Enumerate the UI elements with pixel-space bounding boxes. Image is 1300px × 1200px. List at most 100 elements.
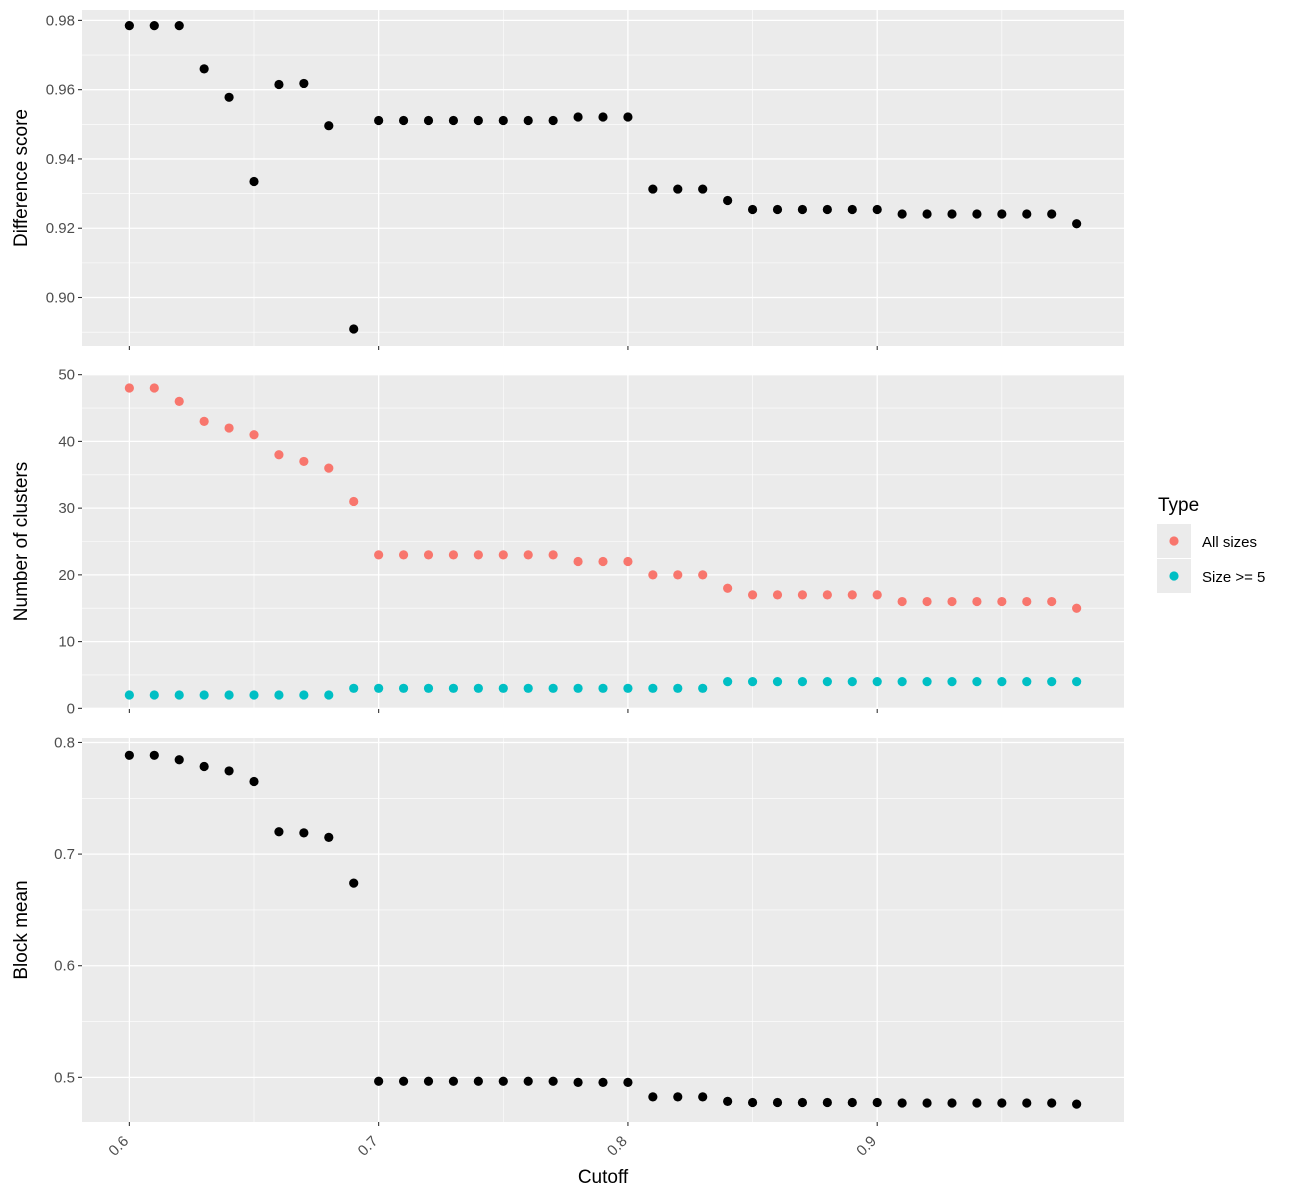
data-point bbox=[1047, 596, 1057, 607]
data-point bbox=[274, 450, 284, 460]
data-point bbox=[349, 878, 359, 888]
data-point bbox=[374, 550, 384, 560]
data-point bbox=[224, 690, 234, 700]
data-point bbox=[698, 1092, 708, 1102]
data-point bbox=[797, 677, 808, 687]
data-point bbox=[822, 1097, 832, 1108]
data-point bbox=[249, 776, 259, 787]
y-tick-label: 0.98 bbox=[46, 12, 75, 29]
data-point bbox=[473, 550, 483, 560]
data-point bbox=[847, 590, 857, 600]
data-point bbox=[872, 590, 882, 600]
data-point bbox=[299, 456, 309, 467]
data-point bbox=[224, 766, 234, 776]
series-points bbox=[124, 750, 1082, 1109]
panel-number-of-clusters: 0 10 20 30 40 50 Number of clusters bbox=[11, 367, 1124, 717]
series-size-5 bbox=[124, 677, 1082, 700]
data-point bbox=[174, 690, 184, 700]
x-tick-label: 0.8 bbox=[604, 1133, 631, 1160]
data-point bbox=[498, 115, 508, 126]
data-point bbox=[897, 596, 907, 607]
data-point bbox=[573, 112, 583, 122]
data-point bbox=[922, 677, 932, 687]
y-axis-title: Number of clusters bbox=[11, 462, 32, 621]
y-tick-label: 0.5 bbox=[54, 1069, 75, 1086]
data-point bbox=[448, 115, 459, 126]
y-tick-label: 30 bbox=[58, 500, 75, 517]
data-point bbox=[274, 827, 284, 837]
data-point bbox=[423, 115, 434, 126]
legend-title: Type bbox=[1158, 495, 1199, 516]
data-point bbox=[249, 176, 259, 187]
data-point bbox=[997, 209, 1007, 219]
data-point bbox=[997, 596, 1007, 607]
data-point bbox=[747, 677, 758, 687]
data-point bbox=[797, 1097, 808, 1108]
data-point bbox=[199, 761, 209, 772]
data-point bbox=[324, 121, 334, 131]
data-point bbox=[523, 683, 533, 693]
data-point bbox=[149, 383, 159, 393]
data-point bbox=[548, 1076, 558, 1086]
data-point bbox=[747, 590, 758, 600]
data-point bbox=[772, 590, 783, 600]
data-point bbox=[997, 677, 1007, 687]
data-point bbox=[149, 20, 159, 31]
data-point bbox=[872, 677, 882, 687]
data-point bbox=[374, 683, 384, 693]
data-point bbox=[1072, 603, 1082, 613]
data-point bbox=[772, 677, 783, 687]
data-point bbox=[922, 209, 932, 219]
data-point bbox=[398, 1076, 409, 1086]
data-point bbox=[149, 690, 159, 700]
y-tick-label: 0.8 bbox=[54, 734, 75, 751]
data-point bbox=[872, 1097, 882, 1108]
data-point bbox=[872, 204, 882, 215]
data-point bbox=[698, 184, 708, 194]
data-point bbox=[324, 690, 334, 700]
data-point bbox=[897, 1098, 907, 1108]
data-point bbox=[473, 1076, 483, 1086]
legend-label-size-ge-5: Size >= 5 bbox=[1202, 569, 1265, 586]
data-point bbox=[772, 204, 783, 215]
data-point bbox=[548, 550, 558, 560]
x-tick-label: 0.7 bbox=[355, 1133, 382, 1160]
data-point bbox=[199, 64, 209, 74]
y-tick-label: 0.92 bbox=[46, 220, 75, 237]
data-point bbox=[573, 556, 583, 567]
data-point bbox=[797, 590, 808, 600]
data-point bbox=[723, 195, 733, 206]
data-point bbox=[623, 1077, 633, 1087]
data-point bbox=[473, 683, 483, 693]
panel-difference-score: 0.90 0.92 0.94 0.96 0.98 Difference score bbox=[11, 10, 1124, 346]
data-point bbox=[174, 20, 184, 31]
data-point bbox=[723, 677, 733, 687]
data-point bbox=[747, 204, 758, 215]
data-point bbox=[673, 184, 683, 194]
panel-background bbox=[82, 738, 1124, 1122]
data-point bbox=[1022, 209, 1032, 219]
data-point bbox=[349, 324, 359, 334]
data-point bbox=[648, 570, 658, 580]
data-point bbox=[598, 1077, 608, 1087]
data-point bbox=[673, 570, 683, 580]
data-point bbox=[224, 92, 234, 102]
data-point bbox=[997, 1098, 1007, 1108]
data-point bbox=[922, 596, 932, 607]
data-point bbox=[598, 683, 608, 693]
data-point bbox=[249, 430, 259, 440]
data-point bbox=[972, 209, 982, 219]
data-point bbox=[822, 204, 832, 215]
data-point bbox=[398, 115, 409, 126]
data-point bbox=[199, 416, 209, 426]
y-tick-label: 0 bbox=[67, 700, 75, 717]
data-point bbox=[747, 1097, 758, 1108]
data-point bbox=[573, 1077, 583, 1087]
data-point bbox=[1072, 677, 1082, 687]
data-point bbox=[349, 683, 359, 693]
legend-point-size-ge-5 bbox=[1169, 571, 1179, 581]
data-point bbox=[797, 204, 808, 215]
data-point bbox=[972, 596, 982, 607]
data-point bbox=[1022, 596, 1032, 607]
data-point bbox=[498, 1076, 508, 1086]
